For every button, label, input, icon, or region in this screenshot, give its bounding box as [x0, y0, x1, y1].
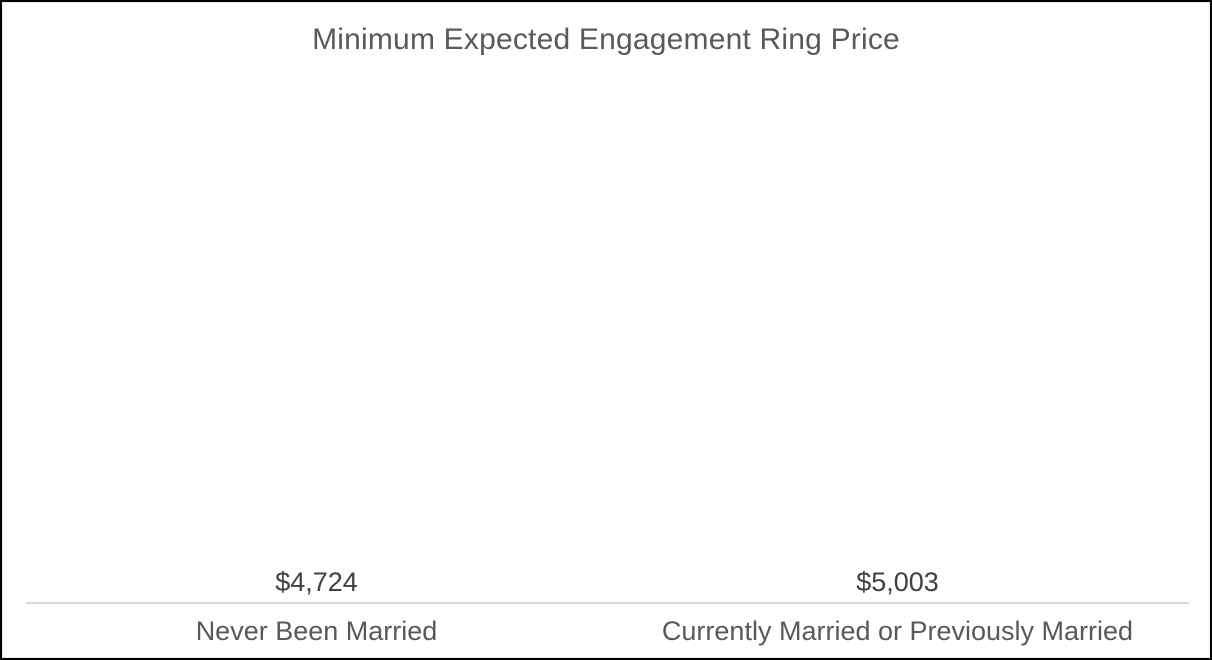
x-axis-category-labels: Never Been Married Currently Married or …	[2, 615, 1210, 655]
chart-title: Minimum Expected Engagement Ring Price	[312, 23, 900, 56]
bar-value-label: $5,003	[856, 566, 939, 597]
plot-area: $4,724 $5,003	[2, 80, 1210, 604]
x-axis-line	[26, 602, 1189, 604]
bar-group-currently-previously-married: $5,003	[807, 567, 988, 602]
bar-group-never-been-married: $4,724	[226, 567, 407, 602]
category-label-currently-previously-married: Currently Married or Previously Married	[661, 616, 1134, 646]
bar-value-label: $4,724	[275, 566, 358, 597]
category-label-never-been-married: Never Been Married	[195, 616, 438, 646]
